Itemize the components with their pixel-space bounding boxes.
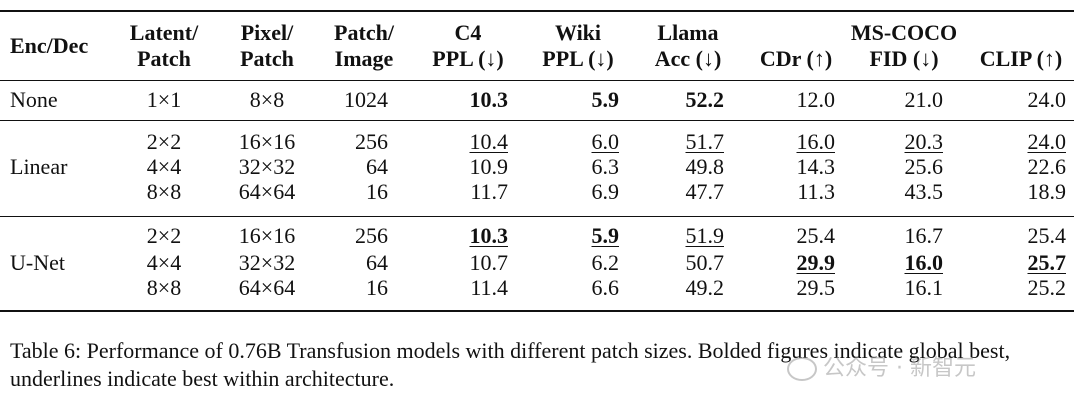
table-cell: 10.9 [469,154,509,179]
table-cell: 50.7 [685,250,725,275]
table-cell: 256 [355,223,388,248]
table-cell: 16×16 [238,223,296,248]
table-cell: 8×8 [249,87,285,112]
table-cell: 6.3 [591,154,620,179]
header-enc-dec: Enc/Dec [10,33,89,58]
table-cell: 25.6 [904,154,944,179]
table-cell: 25.4 [1027,223,1067,248]
table-group-rule-2 [0,216,1074,217]
table-cell: 24.0 [1027,87,1067,112]
table-cell: 10.4 [469,129,509,154]
table-cell: 8×8 [146,179,182,204]
table-cell: 16 [366,179,388,204]
header-llama-acc: Llama Acc (↓) [654,20,722,71]
table-cell: 11.7 [470,179,508,204]
table-cell: 29.5 [796,275,836,300]
table-cell: 6.0 [591,129,620,154]
table-cell: 20.3 [904,129,944,154]
wechat-icon [787,357,817,381]
table-cell: 5.9 [591,87,620,112]
table-cell: 6.6 [591,275,620,300]
header-fid: FID (↓) [869,46,939,71]
table-cell: 4×4 [146,154,182,179]
group-label-none: None [10,87,58,112]
table-cell: 2×2 [146,129,182,154]
table-cell: 256 [355,129,388,154]
table-cell: 11.4 [470,275,508,300]
table-cell: 14.3 [796,154,836,179]
table-cell: 5.9 [591,223,620,248]
table-cell: 12.0 [796,87,836,112]
table-cell: 16 [366,275,388,300]
table-cell: 21.0 [904,87,944,112]
table-cell: 6.9 [591,179,620,204]
table-cell: 1024 [344,87,388,112]
header-mscoco: MS-COCO [850,20,958,45]
header-patch-image: Patch/Image [334,20,394,71]
header-latent-patch: Latent/Patch [129,20,199,71]
table-cell: 22.6 [1027,154,1067,179]
table-cell: 64 [366,154,388,179]
table-caption: Table 6: Performance of 0.76B Transfusio… [10,338,1011,391]
table-cell: 18.9 [1027,179,1067,204]
table-cell: 52.2 [685,87,725,112]
group-label-linear: Linear [10,154,68,179]
table-cell: 16×16 [238,129,296,154]
table-cell: 8×8 [146,275,182,300]
table-cell: 49.2 [685,275,725,300]
table-cell: 10.3 [469,223,509,248]
table-top-rule [0,10,1074,12]
table-cell: 10.3 [469,87,509,112]
header-pixel-patch: Pixel/Patch [240,20,294,71]
table-cell: 25.7 [1027,250,1067,275]
header-clip: CLIP (↑) [979,46,1063,71]
table-cell: 64×64 [238,179,296,204]
table-cell: 16.0 [796,129,836,154]
table-cell: 64×64 [238,275,296,300]
table-cell: 4×4 [146,250,182,275]
table-cell: 16.7 [904,223,944,248]
table-cell: 43.5 [904,179,944,204]
watermark: 公众号 · 新智元 [787,350,976,382]
table-group-rule-1 [0,120,1074,121]
table-cell: 1×1 [146,87,182,112]
table-cell: 47.7 [685,179,725,204]
table-cell: 32×32 [238,250,296,275]
header-wiki-ppl: Wiki PPL (↓) [542,20,614,71]
table-cell: 49.8 [685,154,725,179]
table-cell: 10.7 [469,250,509,275]
table-bottom-rule [0,310,1074,312]
table-cell: 64 [366,250,388,275]
table-cell: 6.2 [591,250,620,275]
table-cell: 16.0 [904,250,944,275]
table-cell: 25.2 [1027,275,1067,300]
table-cell: 51.9 [685,223,725,248]
table-header-rule [0,80,1074,81]
header-cdr: CDr (↑) [759,46,833,71]
table-cell: 24.0 [1027,129,1067,154]
header-c4-ppl: C4 PPL (↓) [432,20,504,71]
table-cell: 25.4 [796,223,836,248]
table-cell: 16.1 [904,275,944,300]
table-cell: 2×2 [146,223,182,248]
table-cell: 29.9 [796,250,836,275]
table-cell: 32×32 [238,154,296,179]
table-cell: 51.7 [685,129,725,154]
watermark-text: 公众号 · 新智元 [823,356,976,381]
table-cell: 11.3 [797,179,835,204]
group-label-unet: U-Net [10,250,65,275]
